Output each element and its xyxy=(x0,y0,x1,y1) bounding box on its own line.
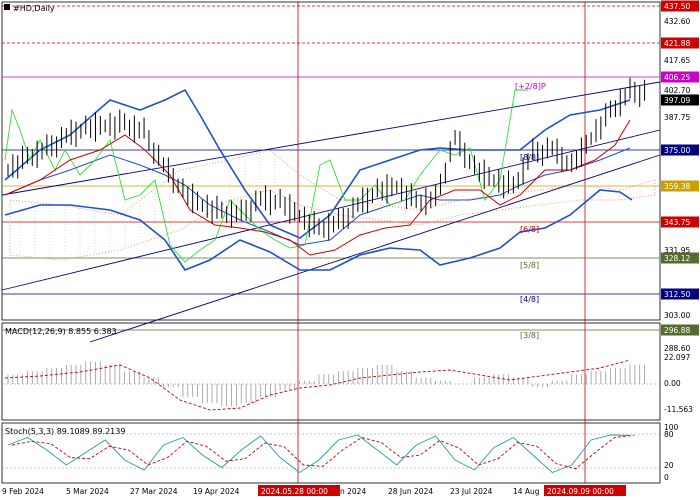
x-axis-label: 5 Mar 2024 xyxy=(66,487,109,496)
bollinger-mid xyxy=(4,147,631,246)
x-axis-highlight: 2024.05.28 00:00 xyxy=(258,485,340,496)
macd-panel-frame xyxy=(1,322,661,421)
price-tag-label: 312.50 xyxy=(664,290,690,299)
stoch-tick: 100 xyxy=(664,423,679,432)
price-tag: 359.38 xyxy=(661,180,699,192)
stoch-d-line xyxy=(11,434,635,470)
murrey-label: [6/8] xyxy=(520,225,539,234)
x-axis-label: 19 Apr 2024 xyxy=(193,487,240,496)
price-tick: 331.95 xyxy=(664,246,690,255)
murrey-label: [+2/8]P xyxy=(515,82,546,91)
murrey-label: [5/8] xyxy=(520,261,539,270)
murrey-label: [8/8] xyxy=(520,153,539,162)
x-axis-label: n 2024 xyxy=(340,487,366,496)
macd-tick: 0.00 xyxy=(664,379,681,388)
x-axis-label: 28 Jun 2024 xyxy=(388,487,433,496)
x-axis-highlight-label: 2024.09.09 00:00 xyxy=(547,487,614,496)
price-tag-label: 343.75 xyxy=(664,218,690,227)
price-tag: 296.88 xyxy=(661,324,699,336)
price-tag-label: 296.88 xyxy=(664,326,690,335)
price-tag: 421.88 xyxy=(661,37,699,49)
stoch-tick: 80 xyxy=(664,430,674,439)
price-tag-label: 375.00 xyxy=(664,146,690,155)
bollinger-upper xyxy=(4,88,631,239)
price-tag-label: 359.38 xyxy=(664,182,690,191)
price-tick: 288.60 xyxy=(664,344,690,353)
murrey-label: [3/8] xyxy=(520,331,539,340)
stoch-panel-frame xyxy=(1,422,661,484)
price-tag: 312.50 xyxy=(661,288,699,300)
x-axis-label: 14 Aug xyxy=(513,487,540,496)
title-box: #HD,Daily xyxy=(4,4,55,13)
macd-tick: -11.563 xyxy=(664,405,693,414)
price-tag: 397.09 xyxy=(661,94,699,106)
ma-line xyxy=(4,119,631,256)
macd-title: MACD(12,26,9) 8.855 6.383 xyxy=(5,327,117,336)
price-tag-label: 437.50 xyxy=(664,2,690,11)
price-tag: 343.75 xyxy=(661,216,699,228)
price-tag-label: 397.09 xyxy=(664,96,690,105)
cloud-hatching xyxy=(19,152,641,258)
price-tag: 437.50 xyxy=(661,0,699,12)
bollinger-lower xyxy=(4,189,633,271)
main-panel-frame xyxy=(1,1,661,321)
price-tag-label: 421.88 xyxy=(664,39,690,48)
price-tick: 432.60 xyxy=(664,17,690,26)
regression-channel xyxy=(1,81,661,343)
macd-signal-line xyxy=(4,359,631,411)
price-tag: 375.00 xyxy=(661,144,699,156)
murrey-label: [4/8] xyxy=(520,295,539,304)
ichimoku-cloud xyxy=(9,149,656,261)
x-axis-label: 27 Mar 2024 xyxy=(130,487,178,496)
price-tag: 328.12 xyxy=(661,252,699,264)
stoch-tick: 0 xyxy=(664,473,669,482)
price-tag-label: 406.25 xyxy=(664,73,690,82)
murrey-levels xyxy=(2,5,660,331)
x-axis-highlight-label: 2024.05.28 00:00 xyxy=(261,487,328,496)
price-tick: 387.75 xyxy=(664,113,690,122)
stoch-title: Stoch(5,3,3) 89.1089 89.2139 xyxy=(5,427,125,436)
momentum-line xyxy=(4,89,528,263)
stoch-k-line xyxy=(7,434,631,474)
x-axis-highlight: 2024.09.09 00:00 xyxy=(544,485,626,496)
price-bars xyxy=(7,77,646,241)
macd-tick: 22.097 xyxy=(664,353,690,362)
macd-histogram xyxy=(7,361,645,407)
price-tick: 402.70 xyxy=(664,86,690,95)
stoch-tick: 20 xyxy=(664,461,674,470)
chart-title: #HD,Daily xyxy=(13,4,55,13)
price-tag: 406.25 xyxy=(661,71,699,83)
x-axis-label: 23 Jul 2024 xyxy=(450,487,493,496)
price-tick: 417.65 xyxy=(664,56,690,65)
price-tag-label: 328.12 xyxy=(664,254,690,263)
price-tick: 303.00 xyxy=(664,311,690,320)
x-axis-label: 9 Feb 2024 xyxy=(2,487,44,496)
